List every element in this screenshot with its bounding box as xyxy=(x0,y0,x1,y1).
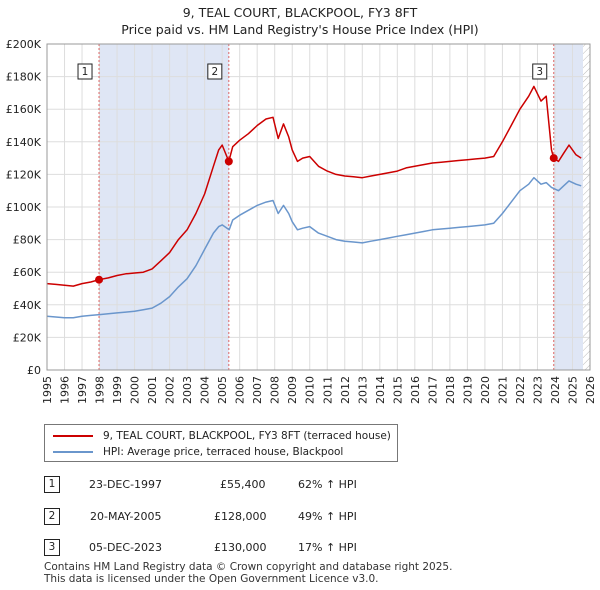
x-tick-label: 2019 xyxy=(461,376,474,404)
x-tick-label: 2018 xyxy=(444,376,457,404)
sale-price: £130,000 xyxy=(214,541,267,554)
sale-point xyxy=(549,154,558,163)
x-tick-label: 2002 xyxy=(164,376,177,404)
chart-subtitle: Price paid vs. HM Land Registry's House … xyxy=(121,22,479,37)
y-tick-label: £180K xyxy=(6,71,42,84)
x-tick-label: 2008 xyxy=(269,376,282,404)
sale-hpi-change: 49% ↑ HPI xyxy=(298,510,357,523)
x-tick-label: 2015 xyxy=(391,376,404,404)
chart-title: 9, TEAL COURT, BLACKPOOL, FY3 8FT xyxy=(182,5,418,20)
footer-attribution: Contains HM Land Registry data © Crown c… xyxy=(44,561,452,585)
x-tick-label: 1996 xyxy=(59,376,72,404)
sale-date: 23-DEC-1997 xyxy=(89,478,163,491)
sale-date: 05-DEC-2023 xyxy=(89,541,163,554)
sale-price: £55,400 xyxy=(220,478,266,491)
marker-label-box xyxy=(532,63,548,80)
legend-swatch-hpi xyxy=(53,451,93,453)
y-tick-label: £200K xyxy=(6,38,42,51)
x-tick-label: 2012 xyxy=(339,376,352,404)
marker-label: 1 xyxy=(82,66,89,78)
x-tick-label: 2004 xyxy=(199,376,212,404)
sale-number-badge: 3 xyxy=(44,539,60,556)
marker-label-box xyxy=(77,63,93,80)
x-tick-label: 2005 xyxy=(216,376,229,404)
x-tick-label: 2007 xyxy=(251,376,264,404)
sale-hpi-change: 62% ↑ HPI xyxy=(298,478,357,491)
sale-point xyxy=(224,157,233,166)
hpi-line xyxy=(46,176,582,319)
x-tick-label: 2000 xyxy=(129,376,142,404)
sale-row: 1 23-DEC-1997 £55,400 62% ↑ HPI xyxy=(44,476,444,496)
y-tick-label: £100K xyxy=(6,201,42,214)
y-tick-label: £60K xyxy=(13,266,42,279)
legend-label-hpi: HPI: Average price, terraced house, Blac… xyxy=(103,446,344,458)
price-chart: 1 2 3 £0 £20K £40K £60K £80K £100K £120K £140K £16… xyxy=(6,38,597,404)
x-tick-label: 2021 xyxy=(496,376,509,404)
footer-line-licence: This data is licensed under the Open Gov… xyxy=(44,573,379,585)
x-tick-label: 2006 xyxy=(234,376,247,404)
y-tick-label: £40K xyxy=(13,299,42,312)
x-tick-label: 2020 xyxy=(479,376,492,404)
x-tick-label: 2014 xyxy=(374,376,387,404)
legend: 9, TEAL COURT, BLACKPOOL, FY3 8FT (terra… xyxy=(44,424,398,462)
legend-label-property: 9, TEAL COURT, BLACKPOOL, FY3 8FT (terra… xyxy=(103,430,391,442)
x-tick-label: 1997 xyxy=(76,376,89,404)
x-tick-label: 2003 xyxy=(181,376,194,404)
x-tick-label: 2009 xyxy=(286,376,299,404)
legend-item-hpi: HPI: Average price, terraced house, Blac… xyxy=(53,445,343,459)
x-tick-label: 2024 xyxy=(549,376,562,404)
property-price-line xyxy=(46,85,582,287)
sale-number-badge: 2 xyxy=(44,508,60,525)
sale-number-badge: 1 xyxy=(44,476,60,493)
y-tick-label: £80K xyxy=(13,234,42,247)
y-tick-label: £20K xyxy=(13,331,42,344)
plot-frame xyxy=(46,43,591,371)
x-tick-label: 2022 xyxy=(514,376,527,404)
x-tick-label: 1995 xyxy=(41,376,54,404)
x-tick-label: 2025 xyxy=(566,376,579,404)
x-tick-label: 2016 xyxy=(409,376,422,404)
x-tick-label: 2017 xyxy=(426,376,439,404)
sale-price: £128,000 xyxy=(214,510,267,523)
y-tick-label: £120K xyxy=(6,168,42,181)
footer-line-copyright: Contains HM Land Registry data © Crown c… xyxy=(44,561,453,573)
marker-label: 3 xyxy=(536,66,543,78)
sale-row: 3 05-DEC-2023 £130,000 17% ↑ HPI xyxy=(44,539,444,559)
x-tick-label: 2010 xyxy=(304,376,317,404)
x-tick-label: 2001 xyxy=(146,376,159,404)
y-tick-label: £140K xyxy=(6,136,42,149)
sale-row: 2 20-MAY-2005 £128,000 49% ↑ HPI xyxy=(44,508,444,528)
x-tick-label: 2023 xyxy=(531,376,544,404)
x-tick-label: 1999 xyxy=(111,376,124,404)
legend-swatch-property xyxy=(53,435,93,437)
marker-label: 2 xyxy=(211,66,218,78)
sale-hpi-change: 17% ↑ HPI xyxy=(298,541,357,554)
sale-date: 20-MAY-2005 xyxy=(90,510,162,523)
x-tick-label: 2026 xyxy=(584,376,597,404)
x-tick-label: 2013 xyxy=(356,376,369,404)
x-tick-label: 2011 xyxy=(321,376,334,404)
y-tick-label: £160K xyxy=(6,103,42,116)
legend-item-property: 9, TEAL COURT, BLACKPOOL, FY3 8FT (terra… xyxy=(53,429,391,443)
marker-label-box xyxy=(207,63,223,80)
y-tick-label: £0 xyxy=(27,364,41,377)
sale-point xyxy=(95,275,104,284)
x-tick-label: 1998 xyxy=(94,376,107,404)
